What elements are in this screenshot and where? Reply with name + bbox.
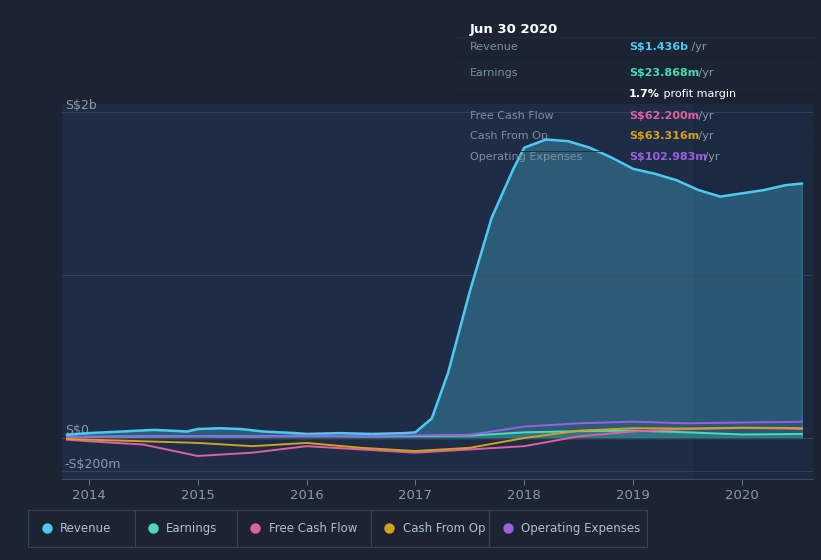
Text: S$102.983m: S$102.983m bbox=[629, 152, 707, 161]
Text: Jun 30 2020: Jun 30 2020 bbox=[470, 23, 558, 36]
Text: Revenue: Revenue bbox=[470, 41, 519, 52]
Text: 1.7%: 1.7% bbox=[629, 88, 660, 99]
Text: Revenue: Revenue bbox=[60, 521, 112, 535]
Text: S$23.868m: S$23.868m bbox=[629, 68, 699, 78]
Text: Earnings: Earnings bbox=[470, 68, 519, 78]
Text: /yr: /yr bbox=[701, 152, 720, 161]
Text: profit margin: profit margin bbox=[660, 88, 736, 99]
Bar bbox=[693, 104, 813, 479]
Text: /yr: /yr bbox=[695, 131, 713, 141]
Text: /yr: /yr bbox=[695, 68, 713, 78]
Text: S$63.316m: S$63.316m bbox=[629, 131, 699, 141]
Text: S$2b: S$2b bbox=[65, 99, 97, 112]
Text: /yr: /yr bbox=[695, 111, 713, 121]
Text: -S$200m: -S$200m bbox=[65, 458, 122, 470]
Text: Operating Expenses: Operating Expenses bbox=[470, 152, 582, 161]
Text: Cash From Op: Cash From Op bbox=[470, 131, 548, 141]
Text: Free Cash Flow: Free Cash Flow bbox=[268, 521, 357, 535]
Text: Earnings: Earnings bbox=[167, 521, 218, 535]
Text: Operating Expenses: Operating Expenses bbox=[521, 521, 640, 535]
Text: Free Cash Flow: Free Cash Flow bbox=[470, 111, 553, 121]
Text: S$62.200m: S$62.200m bbox=[629, 111, 699, 121]
Text: /yr: /yr bbox=[688, 41, 707, 52]
Text: S$1.436b: S$1.436b bbox=[629, 41, 688, 52]
Text: Cash From Op: Cash From Op bbox=[403, 521, 485, 535]
Text: S$0: S$0 bbox=[65, 424, 89, 437]
